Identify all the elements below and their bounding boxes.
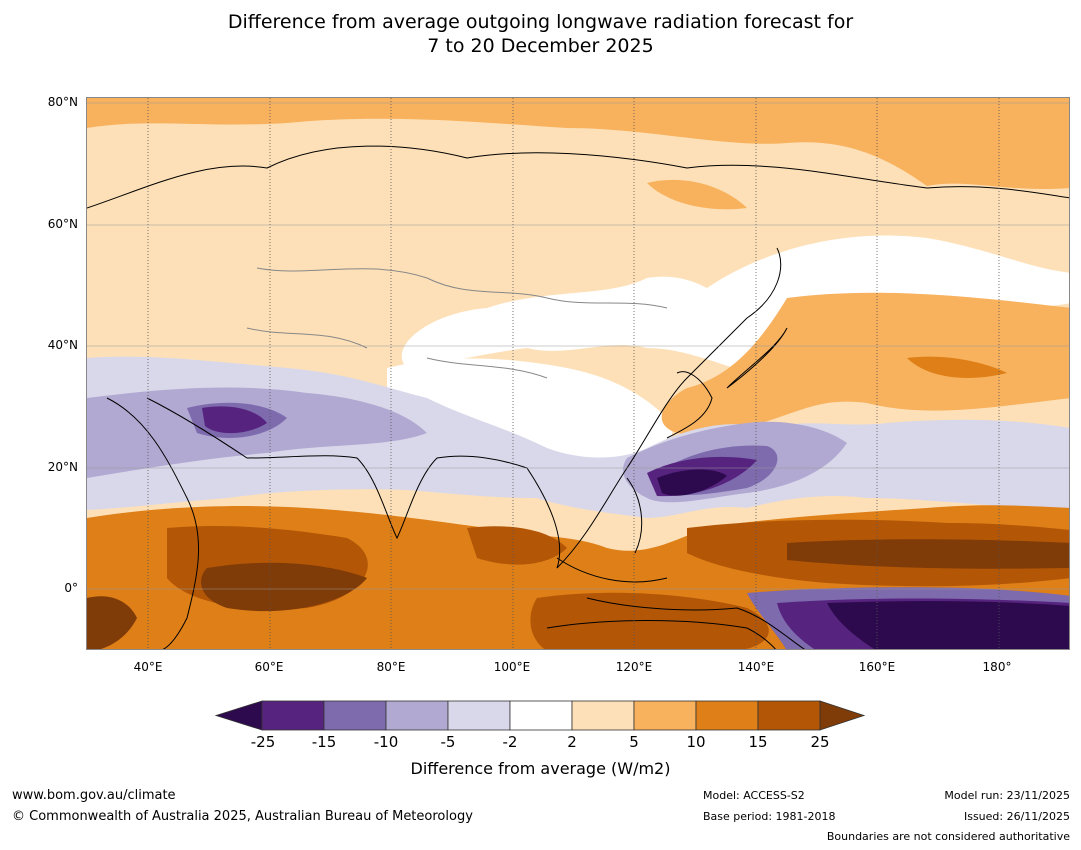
cb-tick-5: 5 [629,733,639,751]
colorbar-swatch-6 [571,700,635,731]
lon-label-120e: 120°E [615,660,653,674]
field-arctic-orange [87,98,1069,190]
colorbar-swatch-4 [447,700,511,731]
lat-label-80n: 80°N [47,95,78,109]
lat-label-20n: 20°N [47,460,78,474]
lon-label-180: 180° [982,660,1012,674]
cb-tick-neg10: -10 [373,733,399,751]
lon-label-80e: 80°E [376,660,406,674]
field-sumatra-brown [467,526,567,565]
cb-tick-15: 15 [748,733,768,751]
latitude-lines [87,102,1069,590]
field-pacific-darkorange [907,356,1007,378]
colorbar-title: Difference from average (W/m2) [410,759,671,778]
lon-label-60e: 60°E [254,660,284,674]
colorbar-swatch-5 [509,700,573,731]
colorbar-swatch-9 [757,700,821,731]
lat-label-40n: 40°N [47,338,78,352]
coastline-maritime [556,477,805,649]
colorbar-swatch-7 [633,700,697,731]
title-line-1: Difference from average outgoing longwav… [227,11,854,33]
colorbar-swatch-8 [695,700,759,731]
coastline-africa [106,397,200,649]
colorbar-swatch-3 [385,700,449,731]
colorbar-swatch-2 [323,700,387,731]
chart-title: Difference from average outgoing longwav… [0,10,1081,58]
field-philippine-sea-core [657,469,727,496]
footer-issued: Issued: 26/11/2025 [963,810,1070,823]
coastline-arctic [87,145,1069,209]
title-line-2: 7 to 20 December 2025 [427,35,654,57]
field-gulf-darkpurple [202,406,267,434]
lat-label-60n: 60°N [47,217,78,231]
coastline-australia [546,620,776,649]
footer-copyright: © Commonwealth of Australia 2025, Austra… [12,809,473,824]
lon-label-160e: 160°E [858,660,896,674]
cb-tick-neg5: -5 [440,733,456,751]
cb-tick-neg2: -2 [502,733,518,751]
field-indian-ocean-darkbrown [201,562,367,612]
coastline-china-east [666,371,713,439]
lon-label-140e: 140°E [737,660,775,674]
colorbar-swatch-1 [261,700,325,731]
cb-tick-neg15: -15 [311,733,337,751]
map-canvas [87,98,1069,649]
footer-url[interactable]: www.bom.gov.au/climate [12,788,176,803]
cb-tick-10: 10 [686,733,706,751]
field-pacific-orange [661,292,1069,435]
footer-disclaimer: Boundaries are not considered authoritat… [826,830,1070,843]
lon-label-40e: 40°E [133,660,163,674]
lat-label-0: 0° [64,581,78,595]
graticule [147,98,1000,649]
coastline-japan [726,327,788,389]
field-pacific-eq-darkbrown [787,539,1069,569]
colorbar-swatches [214,700,866,731]
country-borders [246,267,668,379]
colorbar-extend-low [214,700,263,731]
colorbar-extend-high [819,700,866,731]
field-africa-darkbrown [87,596,137,649]
footer-model-run: Model run: 23/11/2025 [944,789,1070,802]
lon-label-100e: 100°E [493,660,531,674]
cb-tick-25: 25 [810,733,830,751]
footer-base-period: Base period: 1981-2018 [703,810,836,823]
cb-tick-2: 2 [567,733,577,751]
footer-model: Model: ACCESS-S2 [703,789,805,802]
field-white-north [401,235,1069,378]
field-swpacific-core [827,601,1069,649]
cb-tick-neg25: -25 [250,733,276,751]
olr-anomaly-map [86,97,1070,650]
field-siberia-orange [647,179,747,210]
field-white-china [387,358,673,473]
